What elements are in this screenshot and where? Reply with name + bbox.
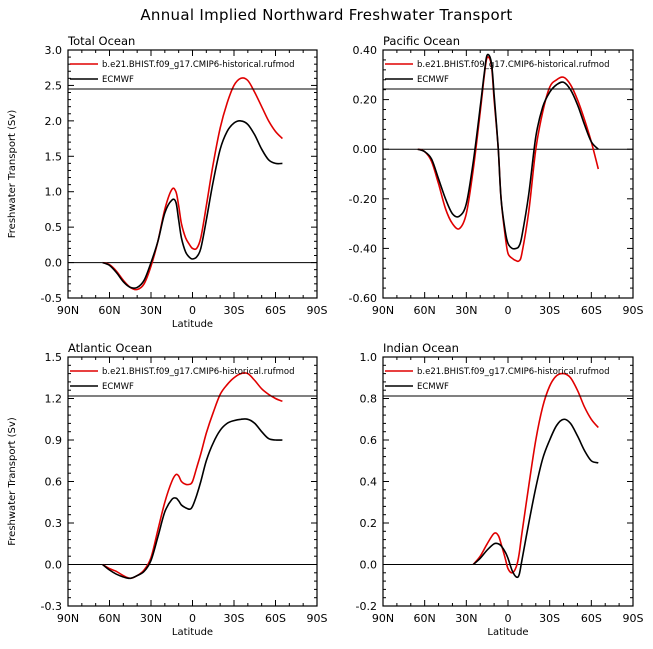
pacific-x-tick-label: 90S	[623, 304, 644, 317]
total-x-tick-label: 30S	[224, 304, 245, 317]
atlantic-y-axis-label: Freshwater Transport (Sv)	[7, 417, 18, 546]
indian-x-tick-label: 60S	[581, 612, 602, 625]
pacific-plot-frame	[382, 49, 634, 299]
pacific-y-tick-label: 0.20	[353, 94, 378, 107]
total-legend-label: b.e21.BHIST.f09_g17.CMIP6-historical.ruf…	[102, 60, 294, 70]
total-plot-frame	[67, 49, 318, 299]
total-y-tick-label: 1.5	[45, 150, 63, 163]
indian-model-series-line	[472, 372, 599, 574]
indian-y-tick-label: 0.4	[360, 476, 378, 489]
indian-y-tick-label: 0.8	[360, 393, 378, 406]
atlantic-y-tick-label: 0.9	[45, 434, 63, 447]
panel-pacific: Pacific Ocean 90N 60N 30N 0 30S 60S 90S -0.60 -0.…	[349, 34, 644, 317]
atlantic-plot-frame	[67, 356, 318, 607]
total-ecmwf-series-line	[102, 120, 283, 289]
atlantic-x-tick-label: 90S	[307, 612, 328, 625]
pacific-x-tick-label: 0	[505, 304, 512, 317]
pacific-y-tick-label: 0.40	[353, 44, 378, 57]
indian-x-tick-label: 60N	[414, 612, 436, 625]
indian-x-tick-label: 90N	[372, 612, 394, 625]
indian-x-tick-label: 90S	[623, 612, 644, 625]
pacific-x-tick-label: 60S	[581, 304, 602, 317]
atlantic-ecmwf-series-line	[102, 418, 283, 580]
indian-legend-label: b.e21.BHIST.f09_g17.CMIP6-historical.ruf…	[417, 367, 609, 377]
indian-x-tick-label: 30N	[455, 612, 477, 625]
atlantic-y-tick-label: -0.3	[41, 600, 62, 613]
total-model-series-line	[102, 77, 283, 291]
pacific-y-tick-label: 0.00	[353, 143, 378, 156]
total-y-tick-label: 2.5	[45, 79, 63, 92]
atlantic-panel-title: Atlantic Ocean	[68, 341, 152, 355]
pacific-x-tick-label: 90N	[372, 304, 394, 317]
pacific-panel-title: Pacific Ocean	[383, 34, 460, 48]
atlantic-legend-label: b.e21.BHIST.f09_g17.CMIP6-historical.ruf…	[102, 367, 294, 377]
total-y-tick-label: 3.0	[45, 44, 63, 57]
indian-y-tick-label: 0.2	[360, 517, 378, 530]
pacific-x-tick-label: 60N	[414, 304, 436, 317]
pacific-model-series-line	[417, 56, 600, 263]
total-x-tick-label: 30N	[140, 304, 162, 317]
indian-y-tick-label: 0.6	[360, 434, 378, 447]
pacific-legend-label: b.e21.BHIST.f09_g17.CMIP6-historical.ruf…	[417, 60, 609, 70]
total-y-tick-label: 1.0	[45, 186, 63, 199]
panel-atlantic: Atlantic Ocean 90N 60N 30N 0 30S 60S 90S -0.3 0.0…	[7, 341, 328, 638]
panel-indian: Indian Ocean 90N 60N 30N 0 30S 60S 90S -0.2 0.0 0.…	[356, 341, 644, 638]
panel-total: Total Ocean 90N 60N 30N 0 30S 60S 90S -0.5 0.0 0.5…	[7, 34, 328, 330]
pacific-x-tick-label: 30S	[539, 304, 560, 317]
indian-y-tick-label: 1.0	[360, 351, 378, 364]
indian-y-tick-label: -0.2	[356, 600, 377, 613]
indian-plot-frame	[382, 356, 634, 607]
pacific-y-tick-label: -0.40	[349, 242, 377, 255]
figure-title: Annual Implied Northward Freshwater Tran…	[140, 6, 513, 24]
pacific-y-tick-label: -0.20	[349, 193, 377, 206]
total-legend-label: ECMWF	[102, 75, 134, 85]
atlantic-x-tick-label: 30S	[224, 612, 245, 625]
atlantic-x-tick-label: 30N	[140, 612, 162, 625]
atlantic-y-tick-label: 1.5	[45, 351, 63, 364]
atlantic-x-tick-label: 90N	[57, 612, 79, 625]
total-x-tick-label: 90S	[307, 304, 328, 317]
atlantic-y-tick-label: 0.0	[45, 559, 63, 572]
total-x-tick-label: 90N	[57, 304, 79, 317]
indian-y-tick-label: 0.0	[360, 559, 378, 572]
atlantic-legend-label: ECMWF	[102, 382, 134, 392]
total-x-tick-label: 0	[189, 304, 196, 317]
pacific-legend-label: ECMWF	[417, 75, 449, 85]
total-x-tick-label: 60S	[265, 304, 286, 317]
atlantic-x-tick-label: 60S	[265, 612, 286, 625]
indian-x-tick-label: 0	[505, 612, 512, 625]
indian-legend-label: ECMWF	[417, 382, 449, 392]
total-x-axis-label: Latitude	[172, 319, 213, 330]
atlantic-x-tick-label: 60N	[98, 612, 120, 625]
indian-ecmwf-series-line	[472, 418, 599, 579]
pacific-ecmwf-series-line	[417, 53, 599, 250]
indian-x-axis-label: Latitude	[487, 627, 528, 638]
total-x-tick-label: 60N	[98, 304, 120, 317]
pacific-y-tick-label: -0.60	[349, 292, 377, 305]
total-y-tick-label: -0.5	[41, 292, 62, 305]
total-panel-title: Total Ocean	[67, 34, 135, 48]
atlantic-model-series-line	[102, 372, 283, 580]
total-y-tick-label: 0.0	[45, 257, 63, 270]
atlantic-y-tick-label: 0.6	[45, 476, 63, 489]
atlantic-x-tick-label: 0	[189, 612, 196, 625]
atlantic-x-axis-label: Latitude	[172, 627, 213, 638]
indian-panel-title: Indian Ocean	[383, 341, 459, 355]
atlantic-y-tick-label: 1.2	[45, 393, 63, 406]
indian-x-tick-label: 30S	[539, 612, 560, 625]
total-y-axis-label: Freshwater Transport (Sv)	[7, 110, 18, 239]
total-y-tick-label: 0.5	[45, 221, 63, 234]
total-y-tick-label: 2.0	[45, 115, 63, 128]
atlantic-y-tick-label: 0.3	[45, 517, 63, 530]
pacific-x-tick-label: 30N	[455, 304, 477, 317]
